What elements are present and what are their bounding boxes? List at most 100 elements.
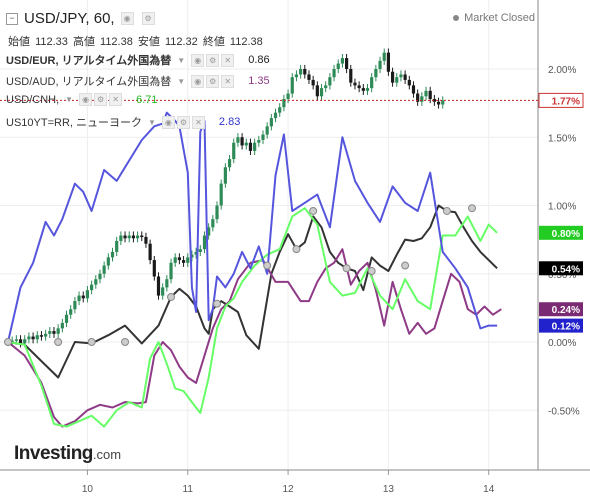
candle: [161, 287, 165, 296]
candle: [165, 279, 169, 288]
candle: [374, 69, 378, 78]
candle: [436, 101, 441, 105]
candle: [169, 262, 173, 280]
candle: [399, 74, 403, 78]
candle: [248, 142, 253, 151]
candle: [148, 243, 152, 261]
series-marker: [309, 206, 318, 215]
settings-icon[interactable]: ⚙: [94, 93, 108, 106]
candle: [236, 137, 240, 143]
candle: [390, 71, 395, 83]
candle: [190, 254, 194, 258]
usdaud-line: [7, 248, 502, 428]
candle: [102, 265, 106, 274]
series-marker: [167, 292, 176, 301]
close-icon[interactable]: ✕: [221, 74, 235, 88]
candle: [207, 227, 211, 236]
candle: [416, 93, 420, 102]
candle: [27, 336, 31, 340]
legend-symbol: USD/EUR, リアルタイム外国為替: [6, 55, 172, 67]
candle: [319, 88, 324, 97]
legend-symbol: US10YT=RR, ニューヨーク: [6, 117, 142, 129]
candle: [31, 336, 35, 340]
status-dot-icon: [453, 15, 460, 21]
candle: [211, 219, 215, 228]
price-label-text: 0.12%: [552, 322, 580, 333]
series-marker: [401, 261, 410, 270]
settings-icon[interactable]: ⚙: [176, 115, 190, 129]
legend-item-usdcnh[interactable]: USD/CNH, ▼ ◉ ⚙ ✕ 6.71: [6, 93, 158, 106]
legend-item-usdaud[interactable]: USD/AUD, リアルタイム外国為替 ▼ ◉ ⚙ ✕ 1.35: [6, 73, 270, 89]
candle: [344, 58, 349, 69]
close-icon[interactable]: ✕: [221, 53, 235, 67]
candle: [269, 118, 273, 127]
legend-item-us10y[interactable]: US10YT=RR, ニューヨーク ▼ ◉ ⚙ ✕ 2.83: [6, 114, 240, 130]
dropdown-icon[interactable]: ▼: [177, 55, 186, 65]
candle: [336, 63, 340, 69]
price-label-text: 1.77%: [552, 96, 580, 107]
series-marker: [213, 299, 222, 308]
candle: [81, 295, 85, 299]
candle: [64, 314, 69, 323]
settings-icon[interactable]: ⚙: [206, 74, 220, 88]
price-label-box: [539, 261, 583, 276]
visibility-icon[interactable]: ◉: [161, 115, 175, 129]
candle: [56, 328, 60, 334]
collapse-icon[interactable]: −: [6, 12, 18, 25]
visibility-icon[interactable]: ◉: [191, 74, 205, 88]
logo-main: Investing: [14, 443, 93, 464]
candle: [265, 126, 269, 135]
visibility-icon[interactable]: ◉: [79, 93, 93, 106]
visibility-icon[interactable]: ◉: [120, 12, 134, 25]
series-marker: [292, 245, 301, 254]
candle: [127, 235, 131, 239]
legend-value: 2.83: [218, 116, 241, 128]
candle: [198, 249, 202, 252]
candle: [244, 142, 248, 146]
candle: [223, 167, 227, 184]
legend-value: 0.86: [248, 54, 270, 66]
candle: [181, 260, 186, 263]
price-label-box: [539, 302, 583, 317]
series-marker: [54, 338, 63, 346]
candle: [315, 85, 319, 97]
candle: [18, 339, 23, 344]
settings-icon[interactable]: ⚙: [206, 53, 220, 67]
candle: [307, 74, 311, 80]
candle: [177, 257, 181, 261]
candle: [370, 77, 374, 89]
candle: [131, 235, 136, 239]
settings-icon[interactable]: ⚙: [141, 12, 155, 25]
high-label: 高値: [72, 36, 95, 48]
x-tick-label: 14: [483, 484, 495, 495]
x-tick-label: 13: [383, 484, 395, 495]
candle: [407, 79, 411, 86]
candle: [299, 69, 303, 75]
candle: [44, 333, 48, 337]
candle: [60, 322, 64, 329]
close-icon[interactable]: ✕: [191, 115, 205, 129]
candle: [278, 107, 282, 113]
candle: [39, 335, 44, 337]
dropdown-icon[interactable]: ▼: [65, 95, 74, 104]
candle: [69, 309, 73, 315]
dropdown-icon[interactable]: ▼: [148, 117, 156, 127]
high-value: 112.38: [100, 36, 133, 48]
dropdown-icon[interactable]: ▼: [177, 76, 186, 86]
close-icon[interactable]: ✕: [109, 93, 123, 106]
candle: [261, 134, 265, 140]
ohlc-row: 始値 112.33 高値 112.38 安値 112.32 終値 112.38: [8, 33, 265, 49]
candle: [340, 58, 345, 64]
legend-item-usdeur[interactable]: USD/EUR, リアルタイム外国為替 ▼ ◉ ⚙ ✕ 0.86: [6, 52, 270, 68]
candle: [186, 257, 190, 263]
candle: [219, 183, 223, 206]
y-tick-label: 1.00%: [548, 202, 576, 213]
usdcnh-line: [7, 207, 498, 428]
y-tick-label: 2.00%: [548, 65, 576, 76]
us10y-line: [7, 111, 498, 343]
candle: [10, 340, 14, 343]
legend-value: 6.71: [136, 93, 158, 106]
candle: [353, 82, 357, 86]
visibility-icon[interactable]: ◉: [191, 53, 205, 67]
